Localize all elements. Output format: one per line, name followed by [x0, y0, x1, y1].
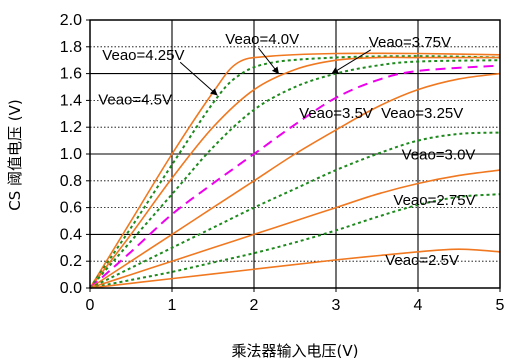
y-tick-label: 1.0	[60, 146, 82, 163]
series-line	[89, 55, 501, 289]
y-axis-label: CS 阈值电压 (V)	[6, 99, 24, 211]
x-tick-label: 5	[496, 297, 505, 314]
series-line	[89, 64, 501, 289]
annotation-label: Veao=4.25V	[102, 47, 184, 64]
series-line	[89, 72, 501, 289]
y-tick-label: 0.8	[60, 173, 82, 190]
x-axis-label: 乘法器输入电压(V)	[232, 342, 359, 360]
y-tick-label: 1.6	[60, 66, 82, 83]
series-line	[89, 56, 500, 289]
series-line	[89, 169, 501, 289]
annotation-arrow	[258, 47, 280, 75]
y-tick-label: 1.4	[60, 92, 82, 109]
y-tick-label: 0.4	[60, 226, 82, 243]
x-tick-label: 2	[250, 297, 259, 314]
x-tick-label: 1	[168, 297, 177, 314]
annotation-label: Veao=2.5V	[385, 252, 459, 269]
annotation-label: Veao=3.25V	[381, 105, 463, 122]
annotation-arrow	[331, 49, 372, 75]
annotation-label: Veao=4.0V	[225, 31, 299, 48]
annotation-label: Veao=2.75V	[393, 192, 475, 209]
annotation-label: Veao=3.75V	[369, 34, 451, 51]
y-tick-label: 1.2	[60, 119, 82, 136]
y-tick-label: 0.0	[60, 280, 82, 297]
series-line	[89, 59, 501, 289]
annotation-arrow	[179, 61, 218, 96]
annotation-label: Veao=3.5V	[299, 105, 373, 122]
y-tick-label: 0.2	[60, 253, 82, 270]
y-tick-label: 2.0	[60, 12, 82, 29]
x-tick-label: 3	[332, 297, 341, 314]
annotation-label: Veao=4.5V	[98, 91, 172, 108]
annotation-label: Veao=3.0V	[402, 146, 476, 163]
x-tick-label: 0	[86, 297, 95, 314]
series-group	[89, 52, 501, 289]
series-line	[89, 248, 501, 289]
series-line	[89, 131, 501, 289]
x-tick-label: 4	[414, 297, 423, 314]
y-tick-label: 1.8	[60, 39, 82, 56]
axes	[86, 19, 501, 292]
annotations: Veao=4.25V Veao=4.0V Veao=3.75V Veao=4.5V Ve…	[98, 31, 475, 269]
y-tick-label: 0.6	[60, 200, 82, 217]
tick-labels: 0.0 0.2 0.4 0.6 0.8 1.0 1.2 1.4 1.6 1.8 2.0 0 1 2 3 4 5	[60, 12, 505, 314]
series-line	[89, 52, 501, 289]
series-line	[89, 193, 501, 289]
